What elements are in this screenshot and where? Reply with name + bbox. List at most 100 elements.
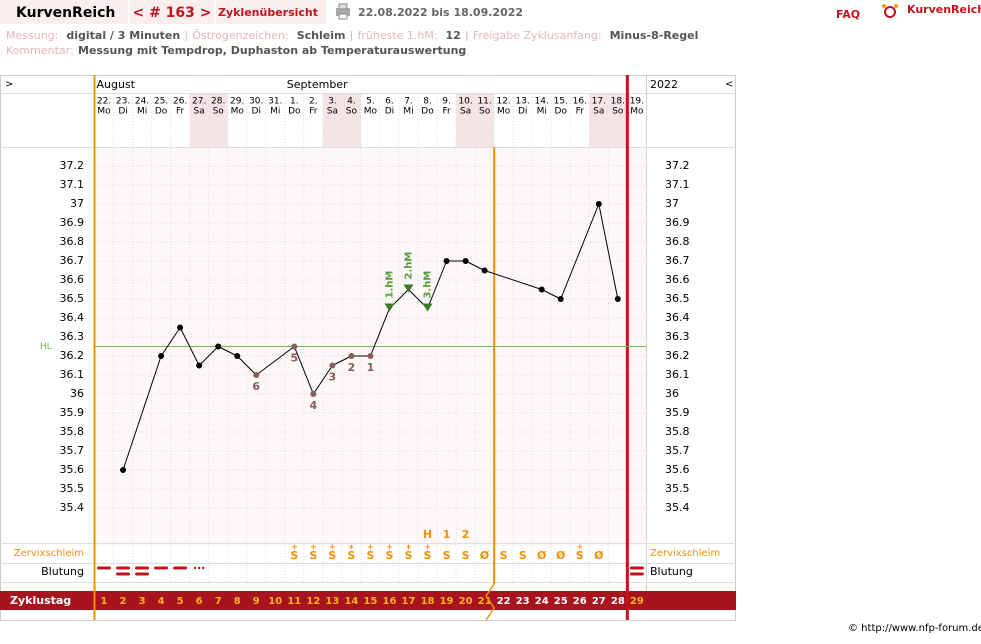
- y-tick-label: 36.7: [60, 254, 85, 267]
- temp-point: [120, 467, 127, 473]
- comment-label: Kommentar:: [6, 44, 74, 57]
- temp-segment: [198, 346, 219, 366]
- temp-point: [481, 267, 488, 274]
- cycle-day: 29: [630, 596, 644, 607]
- weekday-label: Mi: [270, 107, 280, 117]
- weekday-label: Sa: [460, 107, 471, 117]
- y-tick-label: 35.6: [60, 463, 85, 476]
- temp-point: [234, 353, 241, 359]
- cycle-day: 6: [196, 596, 203, 607]
- faq-link[interactable]: FAQ: [836, 8, 860, 21]
- mucus-symbol: Ø: [594, 549, 604, 562]
- cycle-day: 17: [402, 596, 416, 607]
- evaluation-chevron: [485, 583, 496, 621]
- y-tick-label-right: 36.8: [665, 235, 690, 248]
- weekday-label: Sa: [593, 107, 604, 117]
- cycle-nav[interactable]: < # 163 >: [132, 5, 211, 21]
- cycle-day: 20: [459, 596, 473, 607]
- weekday-label: Di: [118, 107, 127, 117]
- cycle-day: 8: [234, 596, 241, 607]
- bleeding-icon: [193, 566, 197, 570]
- temp-segment: [179, 327, 200, 366]
- nav-tab[interactable]: [130, 0, 214, 24]
- cycle-day: 9: [253, 596, 260, 607]
- weekday-label: Sa: [194, 107, 205, 117]
- date-label: 27.: [192, 97, 206, 107]
- date-label: 6.: [385, 97, 394, 107]
- weekday-label: Mo: [364, 107, 378, 117]
- year: 2022: [650, 78, 678, 91]
- mucus-symbol: S: [519, 549, 527, 562]
- y-tick-label: 35.4: [60, 501, 85, 514]
- cycle-day: 16: [383, 596, 397, 607]
- cycle-day: 13: [325, 596, 339, 607]
- mucus-label-right: Zervixschleim: [650, 548, 720, 559]
- temp-point: [310, 391, 317, 397]
- bleeding-icon: [135, 566, 150, 570]
- cycle-day: 10: [268, 596, 282, 607]
- temp-segment: [465, 260, 485, 271]
- brand-tab: [0, 0, 128, 24]
- temp-point: [329, 362, 336, 369]
- cycle-day: 12: [306, 596, 320, 607]
- y-tick-label-right: 36.3: [665, 330, 690, 343]
- temp-segment: [484, 270, 542, 290]
- mucus-plus: +: [386, 543, 393, 552]
- temp-segment: [541, 289, 561, 300]
- date-label: 9.: [442, 97, 451, 107]
- date-label: 7.: [404, 97, 413, 107]
- mucus-symbol: S: [328, 549, 336, 562]
- weekday-label: So: [612, 107, 624, 117]
- bleeding-icon: [116, 572, 131, 576]
- date-label: 25.: [154, 97, 168, 107]
- mucus-label: Zervixschleim: [14, 548, 84, 559]
- mucus-symbol: S: [405, 549, 413, 562]
- weekday-label: Sa: [327, 107, 338, 117]
- y-tick-label: 36.8: [60, 235, 85, 248]
- point-label: 5: [290, 352, 298, 365]
- temp-segment: [332, 355, 352, 366]
- weekday-label: So: [346, 107, 358, 117]
- temp-point: [215, 343, 222, 350]
- cycle-day: 5: [177, 596, 184, 607]
- temp-point: [538, 286, 545, 293]
- cycle-day: 1: [101, 596, 108, 607]
- hm-label: 2.hM: [403, 252, 414, 280]
- y-tick-label-right: 36.2: [665, 349, 690, 362]
- nav-right: <: [725, 79, 733, 90]
- date-label: 13.: [516, 97, 530, 107]
- date-label: 16.: [573, 97, 587, 107]
- print-icon[interactable]: [336, 3, 350, 20]
- temp-point: [177, 324, 184, 331]
- bleeding-icon: [173, 566, 188, 570]
- y-tick-label: 36.4: [60, 311, 85, 324]
- month-label: August: [97, 78, 136, 91]
- temp-segment: [160, 327, 181, 357]
- weekday-label: Do: [555, 107, 568, 117]
- y-tick-label: 36.5: [60, 292, 85, 305]
- mucus-symbol: Ø: [556, 549, 566, 562]
- weekend-shade: [189, 94, 209, 147]
- mucus-plus: +: [329, 543, 336, 552]
- weekday-label: Di: [518, 107, 527, 117]
- cycle-day: 26: [573, 596, 587, 607]
- date-label: 26.: [173, 97, 187, 107]
- y-tick-label: 35.7: [60, 444, 85, 457]
- temp-point: [384, 303, 395, 312]
- temp-segment: [293, 346, 314, 395]
- mucus-symbol: S: [290, 549, 298, 562]
- hm-label: 1.hM: [384, 271, 395, 299]
- date-label: 1.: [290, 97, 299, 107]
- date-label: 19.: [630, 97, 644, 107]
- mucus-symbol: Ø: [537, 549, 547, 562]
- date-label: 15.: [554, 97, 568, 107]
- y-tick-label: 36: [70, 387, 84, 400]
- temp-point: [348, 353, 355, 359]
- info-value: Schleim: [297, 29, 346, 42]
- weekday-label: Fr: [176, 107, 185, 117]
- mucus-symbol: S: [385, 549, 393, 562]
- overview-link[interactable]: Zyklenübersicht: [218, 6, 318, 19]
- overview-tab[interactable]: [216, 0, 326, 24]
- temp-point: [422, 303, 433, 312]
- info-value: 12: [446, 29, 461, 42]
